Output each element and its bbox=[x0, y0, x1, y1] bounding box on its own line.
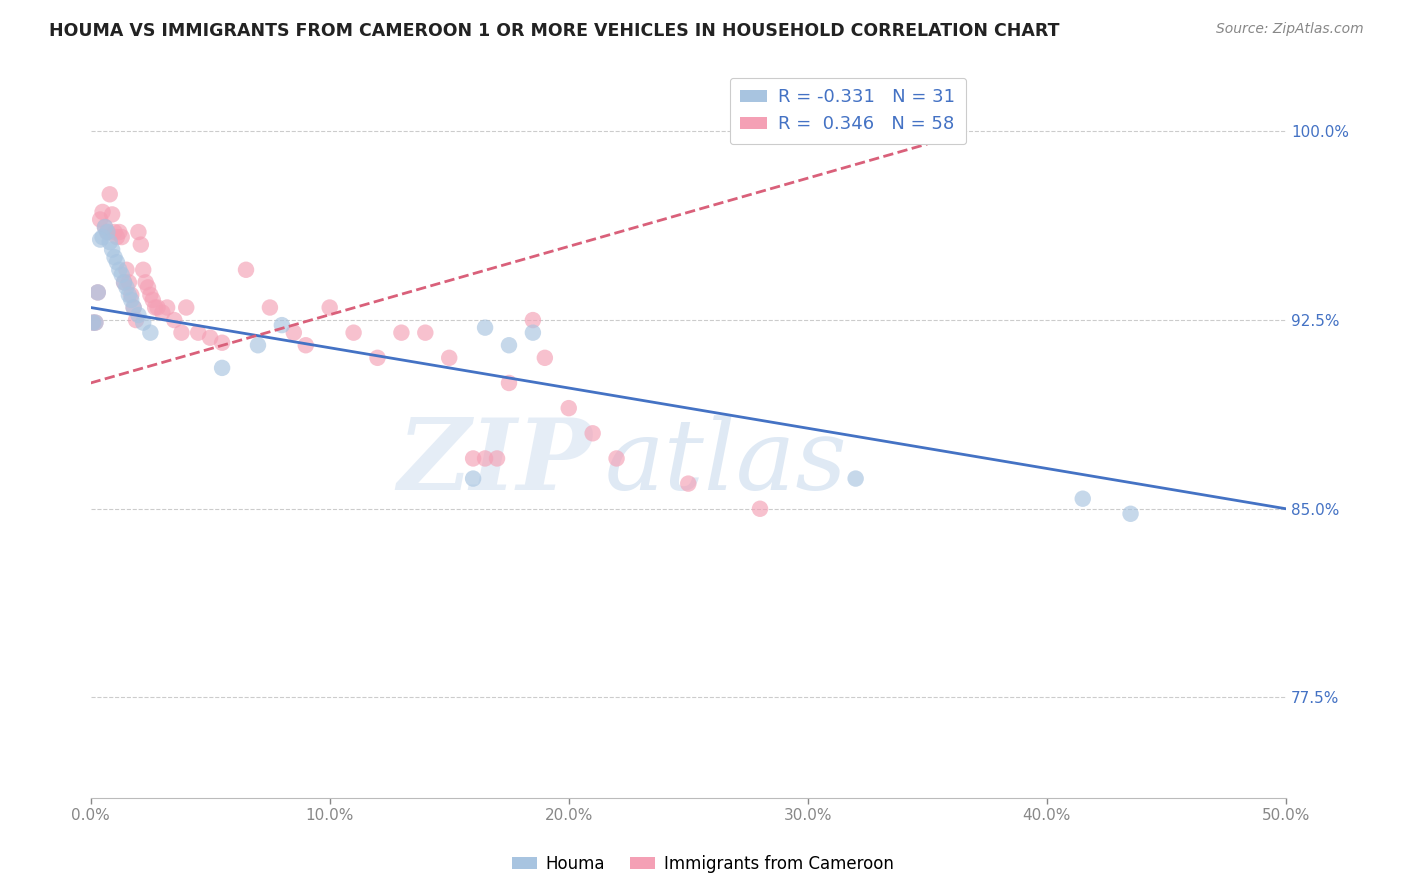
Point bbox=[108, 262, 131, 277]
Point bbox=[84, 316, 107, 330]
Point bbox=[112, 276, 135, 290]
Point bbox=[105, 230, 128, 244]
Point bbox=[96, 225, 118, 239]
Point bbox=[198, 331, 221, 345]
Point bbox=[139, 288, 162, 302]
Point bbox=[115, 280, 138, 294]
Point bbox=[132, 262, 155, 277]
Point bbox=[94, 219, 117, 234]
Text: Source: ZipAtlas.com: Source: ZipAtlas.com bbox=[1216, 22, 1364, 37]
Point bbox=[163, 313, 186, 327]
Point bbox=[122, 301, 145, 315]
Point bbox=[463, 472, 485, 486]
Point bbox=[342, 326, 364, 340]
Point bbox=[1119, 507, 1142, 521]
Point bbox=[111, 268, 134, 282]
Point bbox=[749, 501, 772, 516]
Point bbox=[498, 338, 520, 352]
Point bbox=[522, 313, 544, 327]
Point bbox=[246, 338, 269, 352]
Point bbox=[139, 326, 162, 340]
Point bbox=[143, 301, 166, 315]
Point bbox=[156, 301, 179, 315]
Point bbox=[94, 219, 117, 234]
Point bbox=[125, 313, 148, 327]
Point bbox=[259, 301, 281, 315]
Text: atlas: atlas bbox=[605, 415, 848, 510]
Point bbox=[127, 225, 149, 239]
Legend: R = -0.331   N = 31, R =  0.346   N = 58: R = -0.331 N = 31, R = 0.346 N = 58 bbox=[730, 78, 966, 145]
Point bbox=[96, 225, 118, 239]
Point bbox=[91, 205, 114, 219]
Point bbox=[101, 207, 124, 221]
Point bbox=[558, 401, 581, 416]
Point bbox=[136, 280, 159, 294]
Point bbox=[498, 376, 520, 390]
Point bbox=[474, 451, 496, 466]
Point bbox=[142, 293, 165, 307]
Point bbox=[89, 212, 111, 227]
Legend: Houma, Immigrants from Cameroon: Houma, Immigrants from Cameroon bbox=[506, 848, 900, 880]
Point bbox=[869, 129, 891, 144]
Point bbox=[101, 243, 124, 257]
Point bbox=[82, 316, 104, 330]
Point bbox=[115, 262, 138, 277]
Point bbox=[463, 451, 485, 466]
Point bbox=[366, 351, 388, 365]
Point bbox=[283, 326, 305, 340]
Point bbox=[474, 320, 496, 334]
Point bbox=[235, 262, 257, 277]
Point bbox=[135, 276, 157, 290]
Point bbox=[389, 326, 412, 340]
Point bbox=[1071, 491, 1094, 506]
Point bbox=[108, 225, 131, 239]
Point bbox=[120, 288, 142, 302]
Point bbox=[170, 326, 193, 340]
Point bbox=[127, 308, 149, 322]
Point bbox=[270, 318, 292, 332]
Point bbox=[211, 335, 233, 350]
Point bbox=[84, 316, 107, 330]
Point bbox=[118, 288, 141, 302]
Point bbox=[678, 476, 700, 491]
Point bbox=[105, 255, 128, 269]
Point bbox=[522, 326, 544, 340]
Point bbox=[187, 326, 209, 340]
Point bbox=[132, 316, 155, 330]
Point bbox=[211, 360, 233, 375]
Point bbox=[112, 276, 135, 290]
Point bbox=[118, 276, 141, 290]
Point bbox=[174, 301, 197, 315]
Point bbox=[122, 301, 145, 315]
Point bbox=[89, 233, 111, 247]
Text: ZIP: ZIP bbox=[398, 414, 593, 511]
Point bbox=[103, 225, 125, 239]
Point bbox=[439, 351, 461, 365]
Point bbox=[150, 305, 173, 319]
Point bbox=[845, 472, 868, 486]
Point bbox=[87, 285, 110, 300]
Point bbox=[98, 187, 121, 202]
Point bbox=[98, 235, 121, 249]
Point bbox=[534, 351, 557, 365]
Point bbox=[294, 338, 316, 352]
Point bbox=[82, 316, 104, 330]
Point bbox=[87, 285, 110, 300]
Point bbox=[582, 426, 605, 441]
Point bbox=[120, 293, 142, 307]
Point bbox=[486, 451, 509, 466]
Point bbox=[129, 237, 152, 252]
Point bbox=[318, 301, 340, 315]
Text: HOUMA VS IMMIGRANTS FROM CAMEROON 1 OR MORE VEHICLES IN HOUSEHOLD CORRELATION CH: HOUMA VS IMMIGRANTS FROM CAMEROON 1 OR M… bbox=[49, 22, 1060, 40]
Point bbox=[413, 326, 436, 340]
Point bbox=[606, 451, 628, 466]
Point bbox=[91, 230, 114, 244]
Point bbox=[103, 250, 125, 264]
Point bbox=[146, 301, 169, 315]
Point bbox=[111, 230, 134, 244]
